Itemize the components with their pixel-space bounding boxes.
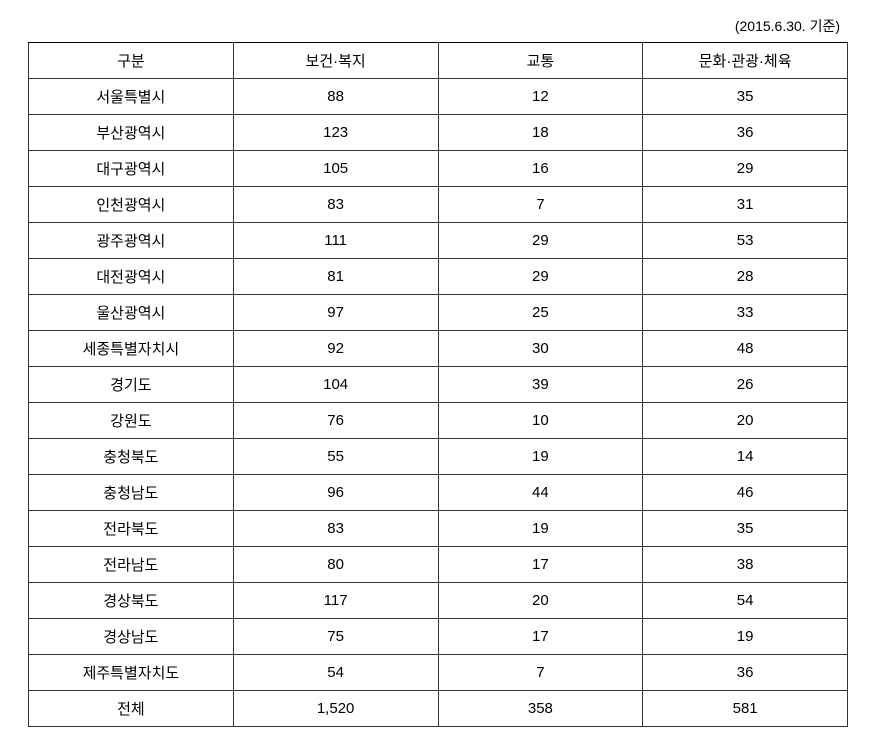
row-label-cell: 부산광역시 — [29, 115, 234, 151]
data-cell: 88 — [233, 79, 438, 115]
row-label-cell: 서울특별시 — [29, 79, 234, 115]
col-header-transport: 교통 — [438, 43, 643, 79]
col-header-culture-tourism-sports: 문화·관광·체육 — [643, 43, 848, 79]
table-row: 울산광역시972533 — [29, 295, 848, 331]
table-row: 부산광역시1231836 — [29, 115, 848, 151]
data-cell: 46 — [643, 475, 848, 511]
table-row: 인천광역시83731 — [29, 187, 848, 223]
table-row: 경상북도1172054 — [29, 583, 848, 619]
data-cell: 83 — [233, 511, 438, 547]
data-cell: 31 — [643, 187, 848, 223]
data-cell: 54 — [233, 655, 438, 691]
data-cell: 53 — [643, 223, 848, 259]
row-label-cell: 세종특별자치시 — [29, 331, 234, 367]
data-cell: 75 — [233, 619, 438, 655]
row-label-cell: 광주광역시 — [29, 223, 234, 259]
table-row: 강원도761020 — [29, 403, 848, 439]
row-label-cell: 대전광역시 — [29, 259, 234, 295]
row-label-cell: 대구광역시 — [29, 151, 234, 187]
data-cell: 20 — [643, 403, 848, 439]
table-row: 대전광역시812928 — [29, 259, 848, 295]
data-cell: 54 — [643, 583, 848, 619]
data-cell: 358 — [438, 691, 643, 727]
row-label-cell: 울산광역시 — [29, 295, 234, 331]
row-label-cell: 충청남도 — [29, 475, 234, 511]
data-cell: 28 — [643, 259, 848, 295]
data-cell: 19 — [438, 439, 643, 475]
table-row: 충청북도551914 — [29, 439, 848, 475]
table-row: 경기도1043926 — [29, 367, 848, 403]
data-cell: 83 — [233, 187, 438, 223]
data-cell: 18 — [438, 115, 643, 151]
data-cell: 97 — [233, 295, 438, 331]
table-row: 충청남도964446 — [29, 475, 848, 511]
data-cell: 25 — [438, 295, 643, 331]
col-header-category: 구분 — [29, 43, 234, 79]
data-cell: 17 — [438, 547, 643, 583]
data-cell: 38 — [643, 547, 848, 583]
row-label-cell: 강원도 — [29, 403, 234, 439]
data-cell: 10 — [438, 403, 643, 439]
table-row: 서울특별시881235 — [29, 79, 848, 115]
data-cell: 80 — [233, 547, 438, 583]
data-cell: 7 — [438, 187, 643, 223]
row-label-cell: 경상북도 — [29, 583, 234, 619]
data-cell: 105 — [233, 151, 438, 187]
data-cell: 92 — [233, 331, 438, 367]
data-cell: 44 — [438, 475, 643, 511]
data-cell: 19 — [643, 619, 848, 655]
data-cell: 1,520 — [233, 691, 438, 727]
row-label-cell: 제주특별자치도 — [29, 655, 234, 691]
row-label-cell: 전체 — [29, 691, 234, 727]
table-header-row: 구분 보건·복지 교통 문화·관광·체육 — [29, 43, 848, 79]
data-cell: 26 — [643, 367, 848, 403]
data-cell: 29 — [438, 259, 643, 295]
data-cell: 39 — [438, 367, 643, 403]
row-label-cell: 경기도 — [29, 367, 234, 403]
data-cell: 35 — [643, 511, 848, 547]
table-row: 세종특별자치시923048 — [29, 331, 848, 367]
data-cell: 117 — [233, 583, 438, 619]
row-label-cell: 충청북도 — [29, 439, 234, 475]
data-cell: 55 — [233, 439, 438, 475]
data-cell: 14 — [643, 439, 848, 475]
data-cell: 7 — [438, 655, 643, 691]
table-row: 전체1,520358581 — [29, 691, 848, 727]
data-table: 구분 보건·복지 교통 문화·관광·체육 서울특별시881235부산광역시123… — [28, 42, 848, 727]
row-label-cell: 인천광역시 — [29, 187, 234, 223]
data-cell: 76 — [233, 403, 438, 439]
table-body: 서울특별시881235부산광역시1231836대구광역시1051629인천광역시… — [29, 79, 848, 727]
data-cell: 96 — [233, 475, 438, 511]
table-row: 전라남도801738 — [29, 547, 848, 583]
data-cell: 111 — [233, 223, 438, 259]
col-header-health-welfare: 보건·복지 — [233, 43, 438, 79]
row-label-cell: 경상남도 — [29, 619, 234, 655]
table-row: 대구광역시1051629 — [29, 151, 848, 187]
table-row: 제주특별자치도54736 — [29, 655, 848, 691]
data-cell: 581 — [643, 691, 848, 727]
row-label-cell: 전라북도 — [29, 511, 234, 547]
table-row: 경상남도751719 — [29, 619, 848, 655]
data-cell: 29 — [438, 223, 643, 259]
table-caption: (2015.6.30. 기준) — [28, 16, 848, 36]
data-cell: 81 — [233, 259, 438, 295]
data-cell: 30 — [438, 331, 643, 367]
data-cell: 104 — [233, 367, 438, 403]
data-cell: 19 — [438, 511, 643, 547]
data-cell: 123 — [233, 115, 438, 151]
data-cell: 33 — [643, 295, 848, 331]
data-cell: 17 — [438, 619, 643, 655]
data-cell: 35 — [643, 79, 848, 115]
table-row: 광주광역시1112953 — [29, 223, 848, 259]
data-cell: 36 — [643, 655, 848, 691]
data-cell: 20 — [438, 583, 643, 619]
data-cell: 36 — [643, 115, 848, 151]
table-row: 전라북도831935 — [29, 511, 848, 547]
data-cell: 48 — [643, 331, 848, 367]
data-cell: 16 — [438, 151, 643, 187]
row-label-cell: 전라남도 — [29, 547, 234, 583]
data-cell: 12 — [438, 79, 643, 115]
data-cell: 29 — [643, 151, 848, 187]
